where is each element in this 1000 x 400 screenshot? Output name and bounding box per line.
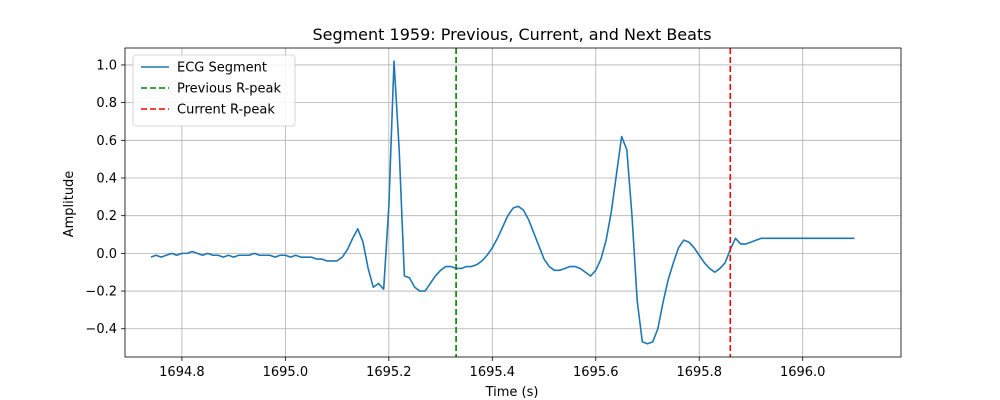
y-tick-label: 0.8 [96,96,117,111]
x-tick-label: 1695.2 [366,365,412,380]
y-tick-label: 0.2 [96,209,117,224]
plot-frame [124,47,902,358]
legend: ECG Segment Previous R-peak Current R-peak [132,54,296,127]
legend-label-ecg-segment: ECG Segment [177,61,267,76]
y-tick-label: 0.4 [96,172,117,187]
y-tick-label: −0.2 [85,285,117,300]
y-axis-label: Amplitude [62,171,77,238]
x-tick-label: 1695.8 [676,365,722,380]
y-tick-label: 0.6 [96,134,117,149]
chart-title: Segment 1959: Previous, Current, and Nex… [312,25,711,44]
y-tick-label: −0.4 [85,322,117,337]
x-tick-label: 1695.6 [573,365,619,380]
plot-area: 1694.8 1695.0 1695.2 1695.4 1695.6 1695.8 1696… [85,47,902,380]
legend-label-current-r-peak: Current R-peak [177,103,275,118]
legend-box [132,54,296,127]
x-tick-label: 1694.8 [159,365,205,380]
ecg-segment-line [150,60,855,345]
x-tick-label: 1696.0 [780,365,826,380]
y-tick-label: 1.0 [96,58,117,73]
legend-label-previous-r-peak: Previous R-peak [177,82,281,97]
y-tick-label: 0.0 [96,247,117,262]
x-tick-label: 1695.4 [470,365,516,380]
x-axis-label: Time (s) [485,385,539,400]
x-tick-label: 1695.0 [263,365,309,380]
